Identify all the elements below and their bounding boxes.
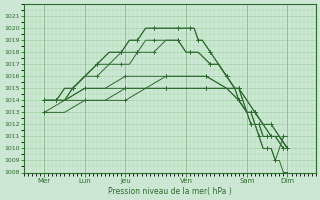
X-axis label: Pression niveau de la mer( hPa ): Pression niveau de la mer( hPa ) <box>108 187 232 196</box>
